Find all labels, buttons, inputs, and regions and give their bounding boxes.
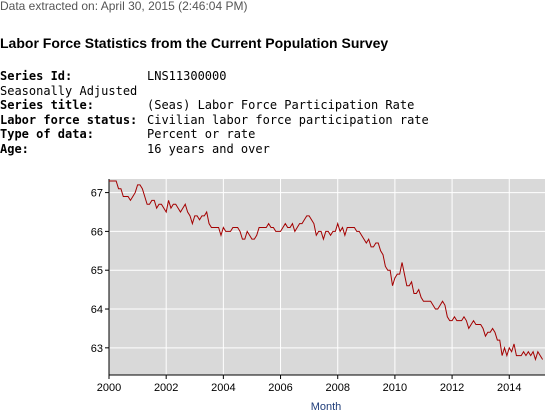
y-tick-label: 63 [91,343,103,355]
x-tick-label: 2010 [383,382,407,394]
series-title-label: Series title: [0,98,94,112]
data-type-value: Percent or rate [147,127,256,141]
y-tick-label: 67 [91,188,103,200]
series-title-value: (Seas) Labor Force Participation Rate [147,98,415,112]
y-tick-label: 65 [91,265,103,277]
x-tick-label: 2008 [325,382,349,394]
age-row: Age: 16 years and over [0,142,270,157]
x-tick-label: 2004 [211,382,235,394]
x-tick-label: 2006 [268,382,292,394]
page-title: Labor Force Statistics from the Current … [0,35,389,51]
data-type-row: Type of data: Percent or rate [0,127,255,142]
labor-force-status-row: Labor force status: Civilian labor force … [0,113,429,128]
x-axis-title: Month [311,401,342,411]
seasonal-adjustment-row: Seasonally Adjusted [0,84,137,99]
series-title-row: Series title: (Seas) Labor Force Particip… [0,98,414,113]
y-tick-label: 64 [91,304,103,316]
series-id-label: Series Id: [0,69,73,83]
series-line [109,180,544,362]
x-tick-label: 2012 [440,382,464,394]
age-value: 16 years and over [147,141,270,156]
labor-force-status-value: Civilian labor force participation rate [147,112,429,127]
data-type-label: Type of data: [0,127,94,141]
series-id-value: LNS11300000 [147,69,227,83]
x-tick-label: 2002 [154,382,178,394]
x-tick-label: 2000 [97,382,121,394]
x-tick-label: 2014 [497,382,521,394]
series-id-row: Series Id: LNS11300000 [0,69,226,84]
labor-force-status-label: Labor force status: [0,112,138,127]
y-tick-label: 66 [91,226,103,238]
seasonal-adjustment-text: Seasonally Adjusted [0,83,138,98]
plot-background [109,179,545,375]
age-label: Age: [0,141,29,156]
extraction-timestamp: Data extracted on: April 30, 2015 (2:46:… [0,0,248,13]
